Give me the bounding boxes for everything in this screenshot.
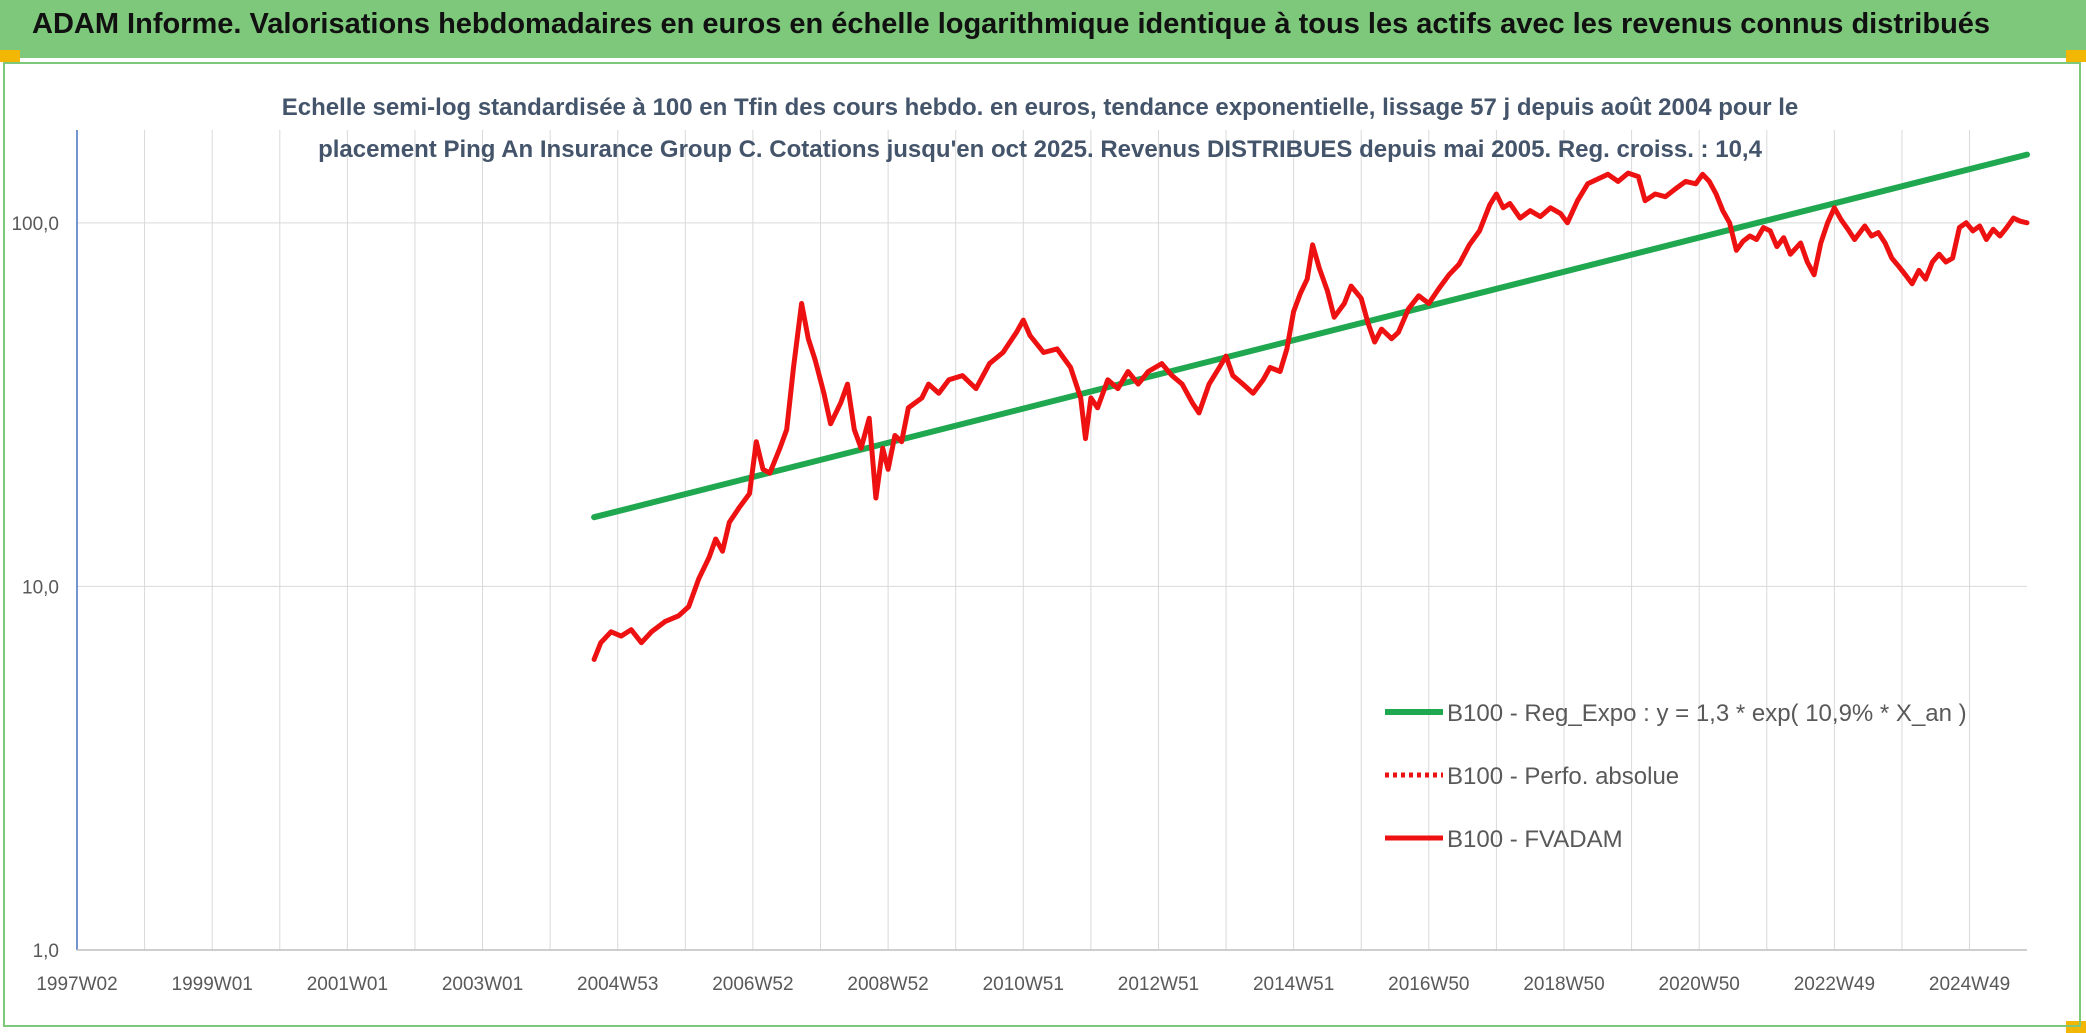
x-tick-label: 1997W02 xyxy=(36,974,117,995)
grid-layer xyxy=(76,130,2027,951)
chart-frame xyxy=(3,62,2081,1027)
legend-label-1: B100 - Perfo. absolue xyxy=(1447,763,1679,790)
report-header: ADAM Informe. Valorisations hebdomadaire… xyxy=(0,0,2086,58)
x-tick-label: 1999W01 xyxy=(172,974,253,995)
report-title: ADAM Informe. Valorisations hebdomadaire… xyxy=(32,8,1991,40)
x-tick-label: 2022W49 xyxy=(1794,974,1875,995)
x-tick-label: 2003W01 xyxy=(442,974,523,995)
series-line-2 xyxy=(591,170,2030,662)
x-tick-label: 2024W49 xyxy=(1929,974,2010,995)
y-tick-label: 100,0 xyxy=(11,214,59,235)
x-tick-label: 2018W50 xyxy=(1523,974,1604,995)
legend-label-0: B100 - Reg_Expo : y = 1,3 * exp( 10,9% *… xyxy=(1447,700,1967,727)
y-tick-label: 10,0 xyxy=(22,577,59,598)
corner-marker-bottom-right xyxy=(2066,1021,2086,1033)
series-line-0 xyxy=(591,151,2030,521)
x-tick-label: 2012W51 xyxy=(1118,974,1199,995)
chart-title-line-2: placement Ping An Insurance Group C. Cot… xyxy=(318,136,1763,163)
x-tick-label: 2006W52 xyxy=(712,974,793,995)
x-tick-label: 2008W52 xyxy=(847,974,928,995)
x-tick-label: 2001W01 xyxy=(307,974,388,995)
axis-layer: 100,0 10,0 1,0 1997W02 1999W01 2001W01 2003W01… xyxy=(11,130,2027,995)
x-tick-label: 2020W50 xyxy=(1659,974,1740,995)
corner-marker-right xyxy=(2066,50,2086,62)
x-tick-label: 2004W53 xyxy=(577,974,658,995)
x-tick-label: 2010W51 xyxy=(983,974,1064,995)
legend-label-2: B100 - FVADAM xyxy=(1447,826,1623,853)
series-layer xyxy=(591,151,2030,662)
corner-marker-left xyxy=(0,50,20,62)
x-tick-label: 2014W51 xyxy=(1253,974,1334,995)
x-tick-label: 2016W50 xyxy=(1388,974,1469,995)
legend: B100 - Reg_Expo : y = 1,3 * exp( 10,9% *… xyxy=(1385,700,1967,853)
y-tick-label: 1,0 xyxy=(33,941,59,962)
chart-title-line-1: Echelle semi-log standardisée à 100 en T… xyxy=(282,94,1799,121)
